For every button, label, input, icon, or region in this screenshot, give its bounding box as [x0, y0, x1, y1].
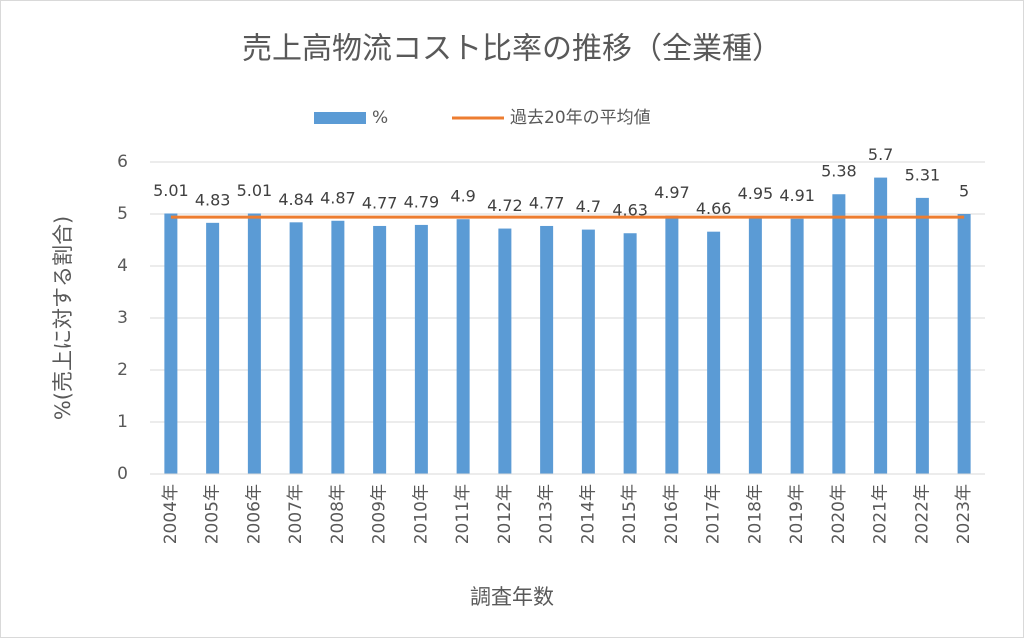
data-label: 5.7 — [868, 145, 893, 164]
bar — [206, 222, 220, 474]
bar — [874, 177, 888, 474]
bar — [373, 225, 387, 474]
y-tick-label: 4 — [117, 256, 128, 276]
data-label: 5 — [959, 182, 969, 201]
x-tick-label: 2009年 — [370, 484, 390, 544]
data-label: 4.87 — [320, 188, 356, 207]
x-tick-label: 2019年 — [787, 484, 807, 544]
data-label: 5.38 — [821, 162, 857, 181]
data-label: 4.77 — [362, 193, 398, 212]
data-label: 4.7 — [576, 197, 601, 216]
bar — [414, 224, 428, 474]
data-label: 4.72 — [487, 196, 523, 215]
bar — [707, 231, 721, 474]
legend-label: % — [372, 108, 388, 128]
bar — [247, 213, 261, 475]
bar — [581, 229, 595, 474]
x-tick-label: 2012年 — [495, 484, 515, 544]
data-label: 4.9 — [450, 187, 475, 206]
x-tick-label: 2005年 — [203, 484, 223, 544]
bar — [456, 219, 470, 474]
bar — [748, 216, 762, 474]
x-tick-label: 2022年 — [912, 484, 932, 544]
bar — [623, 233, 637, 474]
y-tick-label: 1 — [117, 412, 128, 432]
data-label: 4.84 — [278, 190, 314, 209]
x-tick-label: 2004年 — [161, 484, 181, 544]
bar — [790, 218, 804, 474]
bar — [289, 222, 303, 474]
x-tick-label: 2020年 — [829, 484, 849, 544]
bar — [665, 215, 679, 474]
x-tick-label: 2014年 — [578, 484, 598, 544]
x-tick-label: 2011年 — [453, 484, 473, 544]
data-label: 4.77 — [529, 193, 565, 212]
data-label: 4.66 — [696, 199, 732, 218]
y-tick-label: 3 — [117, 308, 128, 328]
data-label: 4.91 — [779, 186, 815, 205]
y-tick-label: 5 — [117, 204, 128, 224]
data-label: 4.97 — [654, 183, 690, 202]
legend-label: 過去20年の平均値 — [510, 108, 651, 128]
x-tick-label: 2010年 — [411, 484, 431, 544]
x-tick-label: 2016年 — [662, 484, 682, 544]
bar — [164, 213, 178, 475]
x-tick-label: 2021年 — [871, 484, 891, 544]
data-label: 5.31 — [905, 165, 941, 184]
x-axis-title: 調査年数 — [470, 585, 554, 609]
y-tick-label: 6 — [117, 152, 128, 172]
data-label: 4.95 — [738, 184, 774, 203]
bar — [540, 225, 554, 474]
bar — [957, 214, 971, 474]
chart-title: 売上高物流コスト比率の推移（全業種） — [242, 32, 782, 67]
x-tick-label: 2023年 — [954, 484, 974, 544]
x-tick-label: 2007年 — [286, 484, 306, 544]
y-tick-label: 2 — [117, 360, 128, 380]
data-label: 5.01 — [237, 181, 273, 200]
x-tick-label: 2006年 — [244, 484, 264, 544]
x-tick-label: 2015年 — [620, 484, 640, 544]
legend-swatch — [314, 112, 366, 124]
bar — [832, 194, 846, 475]
y-axis-title: %(売上に対する割合) — [51, 216, 75, 420]
bar — [331, 220, 345, 474]
x-tick-label: 2013年 — [537, 484, 557, 544]
bar — [915, 197, 929, 474]
y-tick-label: 0 — [117, 464, 128, 484]
x-tick-label: 2018年 — [745, 484, 765, 544]
x-tick-label: 2008年 — [328, 484, 348, 544]
bar — [498, 228, 512, 474]
data-label: 4.79 — [404, 192, 440, 211]
data-label: 4.83 — [195, 190, 231, 209]
data-label: 4.63 — [612, 201, 648, 220]
x-tick-label: 2017年 — [704, 484, 724, 544]
data-label: 5.01 — [153, 181, 189, 200]
